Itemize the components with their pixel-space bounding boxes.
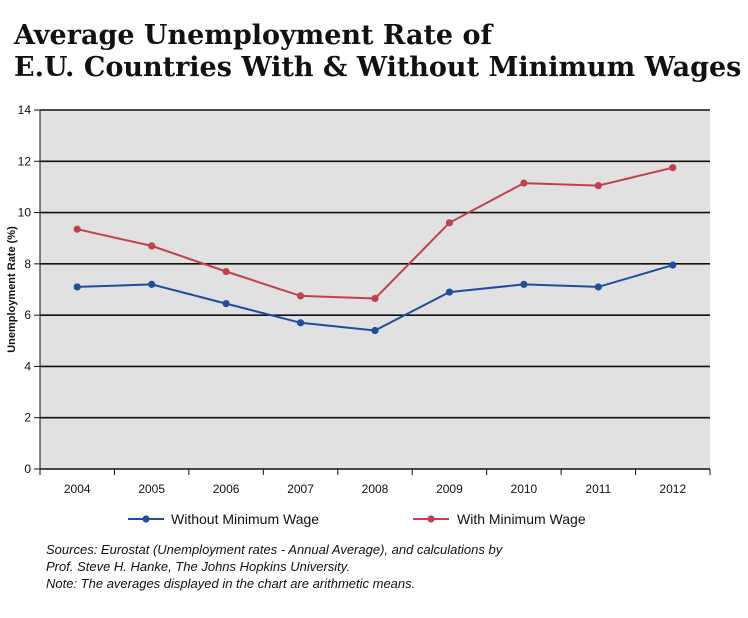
x-tick-label: 2012 — [659, 482, 686, 496]
x-tick-label: 2004 — [64, 482, 91, 496]
legend-marker — [142, 515, 150, 523]
data-point — [73, 225, 81, 233]
data-point — [148, 242, 156, 250]
legend-marker — [427, 515, 435, 523]
data-point — [222, 300, 230, 308]
y-tick-label: 14 — [18, 103, 32, 117]
y-tick-label: 4 — [24, 359, 31, 373]
x-tick-label: 2011 — [585, 482, 611, 496]
data-point — [371, 326, 379, 335]
data-point — [520, 179, 528, 187]
x-tick-label: 2006 — [213, 482, 240, 496]
averages-note: Note: The averages displayed in the char… — [46, 576, 416, 591]
y-axis-label: Unemployment Rate (%) — [6, 226, 18, 353]
legend-label: Without Minimum Wage — [171, 511, 319, 527]
data-point — [594, 182, 602, 190]
y-tick-label: 2 — [24, 411, 31, 425]
data-point — [73, 283, 81, 291]
data-point — [296, 292, 305, 300]
y-tick-label: 10 — [18, 206, 32, 220]
data-point — [148, 280, 156, 288]
chart-notes: Sources: Eurostat (Unemployment rates - … — [46, 541, 502, 592]
data-point — [669, 261, 677, 269]
y-tick-label: 12 — [18, 154, 32, 168]
data-point — [371, 294, 379, 303]
source-note-line-2: Prof. Steve H. Hanke, The Johns Hopkins … — [46, 559, 350, 574]
x-tick-label: 2007 — [287, 482, 314, 496]
data-point — [520, 280, 528, 288]
y-tick-label: 0 — [24, 462, 31, 476]
legend-label: With Minimum Wage — [457, 511, 586, 527]
x-tick-label: 2008 — [362, 482, 389, 496]
x-tick-label: 2009 — [436, 482, 463, 496]
data-point — [445, 288, 454, 296]
line-chart: 0 2 4 6 8 10 12 14 2004 2005 2006 2007 2008 2009 2010 2… — [6, 103, 711, 527]
data-point — [669, 164, 677, 172]
data-point — [296, 319, 305, 327]
chart-title-line-1: Average Unemployment Rate of — [14, 20, 493, 51]
chart-title: Average Unemployment Rate of E.U. Countr… — [14, 20, 741, 84]
y-tick-label: 8 — [24, 257, 31, 271]
data-point — [594, 283, 602, 291]
data-point — [445, 219, 454, 227]
plot-area — [40, 110, 710, 469]
y-tick-label: 6 — [24, 308, 31, 322]
source-note-line-1: Sources: Eurostat (Unemployment rates - … — [46, 542, 503, 557]
chart-title-line-2: E.U. Countries With & Without Minimum Wa… — [14, 52, 742, 83]
x-tick-label: 2010 — [511, 482, 538, 496]
data-point — [222, 267, 230, 276]
x-tick-label: 2005 — [138, 482, 165, 496]
